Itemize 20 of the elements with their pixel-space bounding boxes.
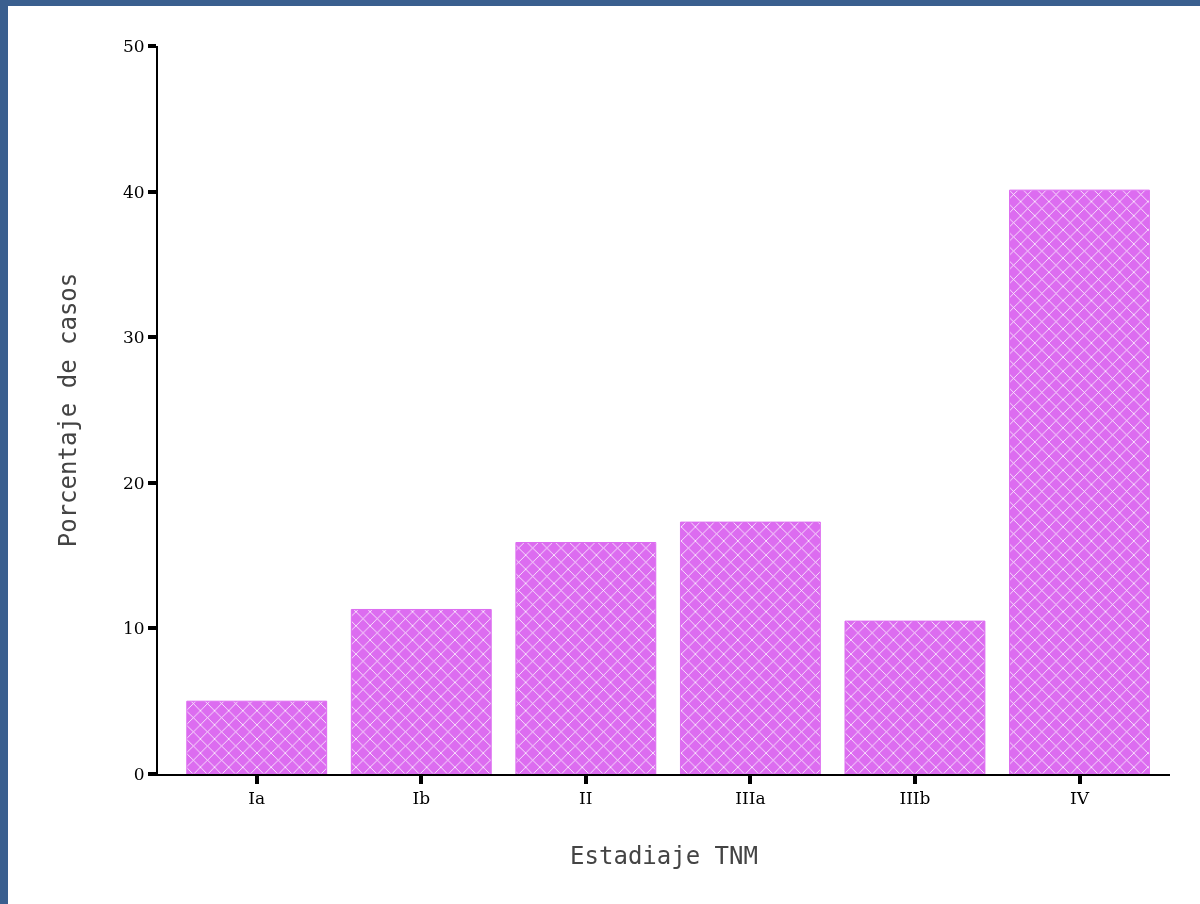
- y-tick-label: 30: [122, 327, 145, 348]
- x-tick-label: IIIa: [735, 788, 766, 809]
- bar: [350, 608, 492, 774]
- y-axis-title: Porcentaje de casos: [53, 272, 82, 548]
- y-tick-label: 40: [122, 181, 145, 202]
- x-axis-title: Estadiaje TNM: [570, 842, 758, 871]
- y-tick-label: 10: [122, 618, 145, 639]
- y-tick-label: 0: [133, 763, 145, 784]
- bar: [1009, 189, 1150, 774]
- x-tick-label: Ia: [248, 788, 266, 809]
- bar: [186, 700, 328, 774]
- x-tick-label: IV: [1070, 788, 1090, 809]
- y-tick-label: 20: [122, 472, 145, 493]
- y-tick-label: 50: [122, 35, 145, 56]
- bar: [844, 620, 986, 774]
- x-tick-label: II: [579, 788, 593, 809]
- x-tick-label: IIIb: [899, 788, 931, 809]
- bar: [679, 521, 821, 774]
- bar: [515, 542, 657, 774]
- x-tick-label: Ib: [412, 788, 431, 809]
